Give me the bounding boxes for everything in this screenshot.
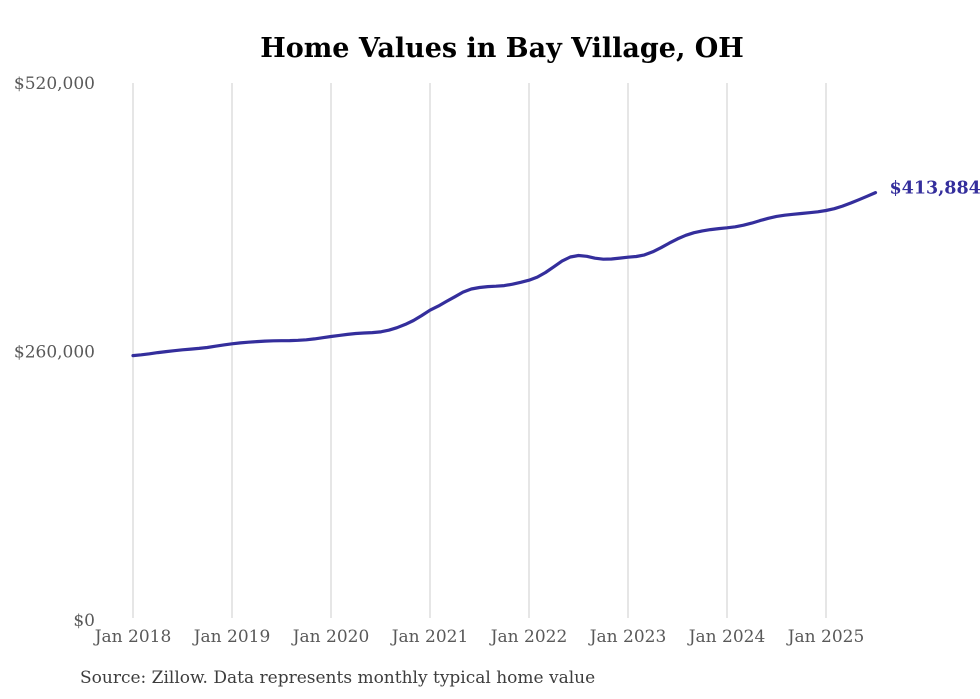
- x-tick-label-jan-2025: Jan 2025: [786, 627, 865, 647]
- x-axis-tick-labels: Jan 2018 Jan 2019 Jan 2020 Jan 2021 Jan 2022…: [93, 627, 865, 647]
- y-tick-label-260000: $260,000: [14, 343, 95, 363]
- y-tick-label-0: $0: [73, 611, 95, 631]
- x-tick-label-jan-2018: Jan 2018: [93, 627, 172, 647]
- x-tick-label-jan-2022: Jan 2022: [489, 627, 568, 647]
- y-axis-tick-labels: $0 $260,000 $520,000: [14, 74, 95, 631]
- gridlines: [132, 83, 827, 618]
- x-tick-label-jan-2021: Jan 2021: [390, 627, 469, 647]
- x-tick-label-jan-2020: Jan 2020: [291, 627, 370, 647]
- home-value-line: [131, 191, 878, 358]
- x-tick-label-jan-2024: Jan 2024: [687, 627, 766, 647]
- x-tick-label-jan-2019: Jan 2019: [192, 627, 271, 647]
- last-value-label: $413,884: [890, 179, 980, 199]
- x-tick-label-jan-2023: Jan 2023: [588, 627, 667, 647]
- y-tick-label-520000: $520,000: [14, 74, 95, 94]
- home-value-line-series: [131, 191, 878, 358]
- source-note: Source: Zillow. Data represents monthly …: [80, 668, 595, 688]
- chart-title: Home Values in Bay Village, OH: [260, 33, 744, 64]
